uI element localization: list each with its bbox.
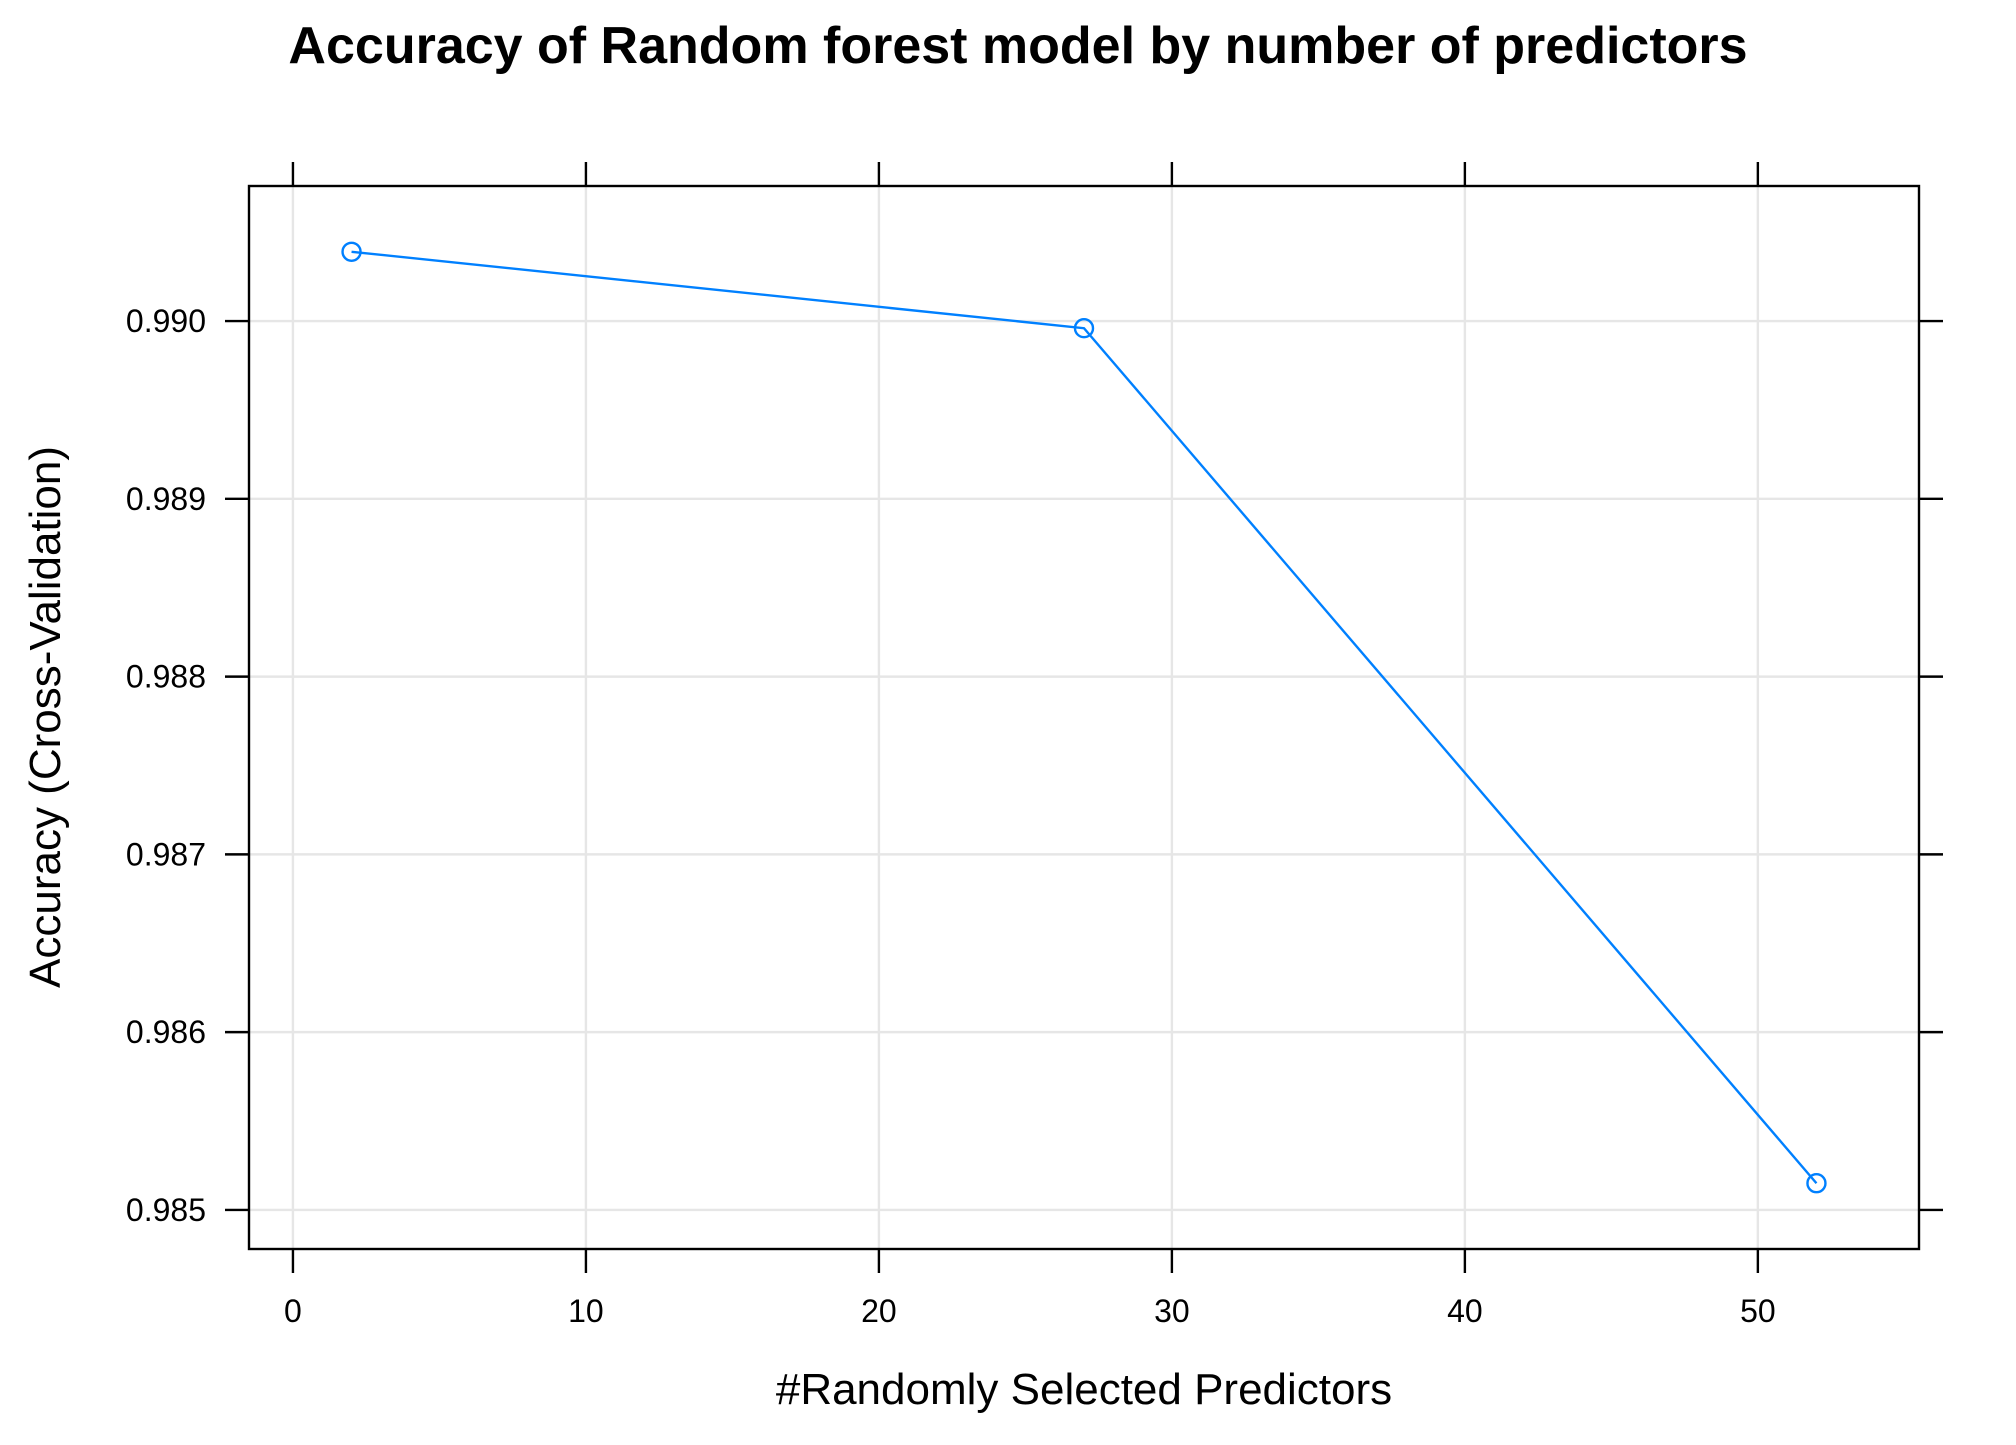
y-tick-label: 0.989 — [126, 481, 206, 517]
plot-frame — [247, 184, 1921, 1251]
y-axis-tick-labels: 0.985 0.986 0.987 0.988 0.989 0.990 — [126, 303, 206, 1228]
x-axis-title: #Randomly Selected Predictors — [776, 1365, 1392, 1414]
y-tick-label: 0.985 — [126, 1192, 206, 1228]
grid — [249, 186, 1919, 1249]
y-axis-title: Accuracy (Cross-Validation) — [21, 446, 70, 988]
data-point — [341, 241, 362, 262]
y-tick-label: 0.986 — [126, 1014, 206, 1050]
series-accuracy — [341, 241, 1827, 1194]
data-point — [1073, 318, 1095, 339]
y-tick-label: 0.987 — [126, 836, 206, 872]
data-point — [1806, 1173, 1827, 1194]
series-line — [351, 250, 1818, 1185]
x-tick-label: 20 — [861, 1293, 897, 1329]
chart-title: Accuracy of Random forest model by numbe… — [288, 17, 1747, 75]
x-tick-label: 10 — [568, 1293, 604, 1329]
x-tick-label: 30 — [1154, 1293, 1190, 1329]
x-tick-label: 0 — [284, 1293, 302, 1329]
y-tick-label: 0.988 — [126, 659, 206, 695]
x-tick-label: 50 — [1740, 1293, 1776, 1329]
y-tick-label: 0.990 — [126, 303, 206, 339]
x-axis-tick-labels: 0 10 20 30 40 50 — [284, 1293, 1776, 1329]
x-tick-label: 40 — [1447, 1293, 1483, 1329]
axis-ticks — [225, 162, 1943, 1273]
